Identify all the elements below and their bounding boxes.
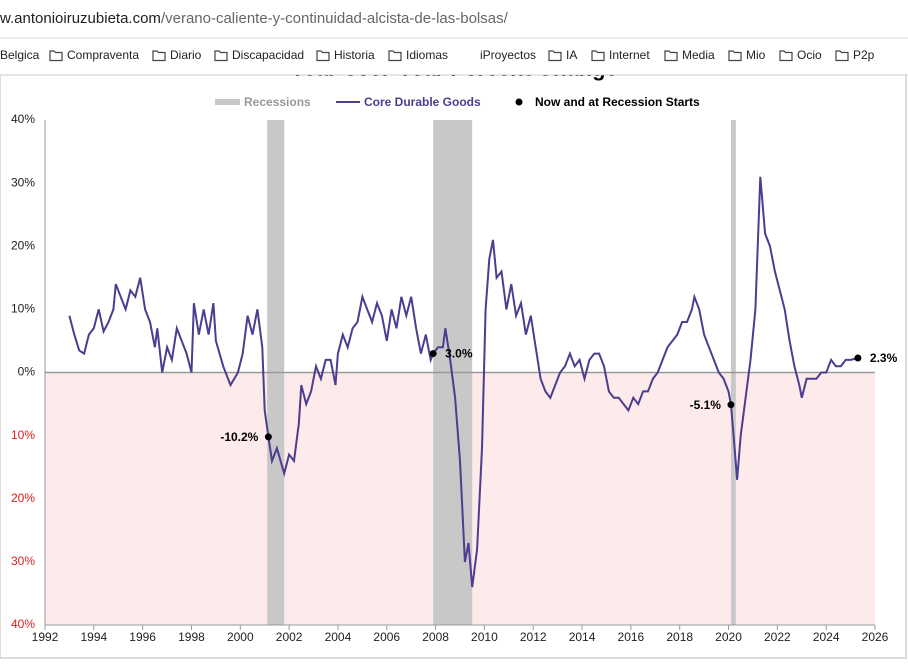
legend-label: Core Durable Goods <box>364 95 481 109</box>
highlight-point <box>264 433 272 441</box>
bookmark[interactable]: Belgica <box>0 48 40 62</box>
x-tick-label: 2000 <box>227 630 254 644</box>
x-tick-label: 1992 <box>32 630 59 644</box>
folder-icon <box>152 50 166 62</box>
folder-icon <box>835 50 849 62</box>
url-domain: w.antonioiruzubieta.com <box>0 10 161 27</box>
x-tick-label: 2018 <box>666 630 693 644</box>
folder-icon <box>779 50 793 62</box>
y-tick-label: 10% <box>11 428 35 442</box>
x-tick-label: 2006 <box>373 630 400 644</box>
folder-icon <box>214 50 228 62</box>
x-tick-label: 1998 <box>178 630 205 644</box>
folder-icon <box>728 50 742 62</box>
y-tick-label: 30% <box>11 175 35 189</box>
legend-label: Recessions <box>244 95 311 109</box>
folder-icon <box>388 50 402 62</box>
y-tick-label: 30% <box>11 554 35 568</box>
x-tick-label: 1996 <box>129 630 156 644</box>
highlight-label: -10.2% <box>220 430 258 444</box>
legend-swatch <box>515 98 523 106</box>
x-tick-label: 2022 <box>764 630 791 644</box>
bookmark[interactable]: iProyectos <box>480 48 536 62</box>
bookmark[interactable]: Compraventa <box>67 48 139 62</box>
x-tick-label: 2004 <box>325 630 352 644</box>
highlight-point <box>429 350 437 358</box>
x-tick-label: 2010 <box>471 630 498 644</box>
folder-icon <box>591 50 605 62</box>
y-tick-label: 40% <box>11 112 35 126</box>
highlight-label: 3.0% <box>445 347 473 361</box>
series-line <box>68 176 859 588</box>
bookmark[interactable]: Historia <box>334 48 375 62</box>
x-tick-label: 2026 <box>862 630 889 644</box>
bookmark[interactable]: Idiomas <box>406 48 448 62</box>
bookmark[interactable]: Media <box>682 48 715 62</box>
highlight-label: 2.3% <box>870 351 898 365</box>
url[interactable]: w.antonioiruzubieta.com/verano-caliente-… <box>0 10 509 27</box>
x-tick-label: 2020 <box>715 630 742 644</box>
y-tick-label: 20% <box>11 491 35 505</box>
legend-label: Now and at Recession Starts <box>535 95 700 109</box>
legend-swatch <box>215 99 240 105</box>
highlight-label: -5.1% <box>690 398 722 412</box>
y-tick-label: 0% <box>18 365 36 379</box>
x-tick-label: 2016 <box>618 630 645 644</box>
bookmark[interactable]: Mio <box>746 48 766 62</box>
folder-icon <box>316 50 330 62</box>
x-tick-label: 2008 <box>422 630 449 644</box>
highlight-point <box>854 354 862 362</box>
x-tick-label: 2012 <box>520 630 547 644</box>
bookmark[interactable]: IA <box>566 48 577 62</box>
url-path: /verano-caliente-y-continuidad-alcista-d… <box>161 10 509 27</box>
highlight-point <box>727 401 735 409</box>
bookmark[interactable]: Diario <box>170 48 202 62</box>
folder-icon <box>49 50 63 62</box>
bookmark[interactable]: Internet <box>609 48 650 62</box>
bookmark[interactable]: Discapacidad <box>232 48 304 62</box>
y-tick-label: 10% <box>11 302 35 316</box>
y-tick-label: 20% <box>11 238 35 252</box>
x-tick-label: 2024 <box>813 630 840 644</box>
folder-icon <box>548 50 562 62</box>
bookmark[interactable]: Ocio <box>797 48 822 62</box>
x-tick-label: 1994 <box>80 630 107 644</box>
x-tick-label: 2002 <box>276 630 303 644</box>
folder-icon <box>664 50 678 62</box>
x-tick-label: 2014 <box>569 630 596 644</box>
y-tick-label: 40% <box>11 617 35 631</box>
bookmark[interactable]: P2p <box>853 48 875 62</box>
